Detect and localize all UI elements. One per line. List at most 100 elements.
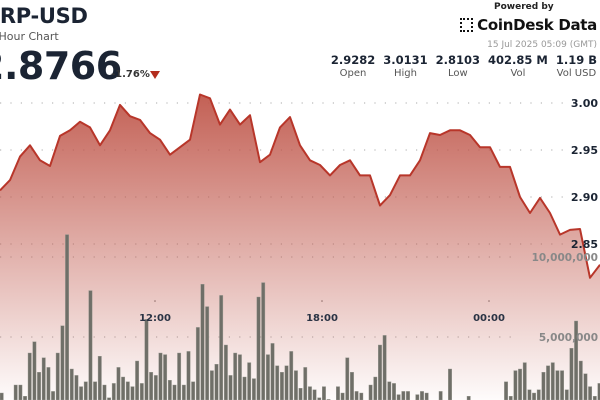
volume-bar — [116, 367, 121, 400]
volume-bar — [270, 343, 275, 400]
stat-value: 2.9282 — [330, 53, 376, 67]
volume-bar — [424, 392, 429, 400]
volume-bar — [303, 367, 308, 400]
volume-bar — [144, 319, 149, 400]
volume-bar — [340, 392, 345, 400]
volume-bar — [401, 391, 406, 400]
stats-row: 2.9282 Open 3.0131 High 2.8103 Low 402.8… — [331, 53, 597, 79]
volume-bar — [578, 360, 583, 400]
volume-bar — [261, 282, 266, 400]
volume-bar — [569, 348, 574, 400]
volume-bar — [308, 386, 312, 400]
volume-bar — [583, 373, 588, 400]
coindesk-logo-icon — [460, 18, 474, 32]
volume-bar — [550, 362, 555, 400]
volume-bar — [546, 365, 550, 400]
volume-bar — [396, 394, 401, 400]
stat-low: 2.8103 Low — [436, 53, 480, 79]
volume-bar — [354, 391, 359, 400]
volume-bar — [275, 365, 280, 400]
volume-bar — [41, 357, 46, 400]
volume-bar — [23, 396, 27, 400]
volume-bar — [46, 367, 51, 400]
stat-value: 1.19 B — [555, 53, 597, 67]
volume-bar — [560, 370, 565, 400]
volume-bar — [592, 396, 597, 400]
volume-bar — [350, 372, 354, 400]
volume-bar — [153, 375, 158, 400]
volume-bar — [65, 234, 69, 400]
volume-bar — [191, 381, 196, 400]
volume-bar — [541, 372, 546, 400]
volume-bar — [186, 351, 191, 400]
volume-bar — [51, 391, 55, 400]
volume-bar — [298, 388, 303, 400]
volume-bar — [574, 320, 579, 400]
volume-bar — [522, 362, 527, 400]
stat-high: 3.0131 High — [383, 53, 427, 79]
volume-bar — [322, 386, 326, 400]
brand-name: CoinDesk Data — [477, 16, 597, 34]
volume-bar — [149, 372, 154, 400]
volume-bar — [18, 384, 23, 400]
volume-bar — [378, 344, 382, 400]
volume-bar — [163, 354, 168, 400]
price-line — [0, 93, 600, 279]
price-tick-label: 2.85 — [571, 238, 598, 251]
stat-label: High — [393, 68, 417, 79]
volume-bar — [289, 351, 294, 400]
volume-bar — [130, 386, 135, 400]
volume-bar — [368, 384, 373, 400]
volume-bar — [466, 396, 471, 400]
volume-bar — [195, 327, 200, 400]
stat-vol-usd: 1.19 B Vol USD — [556, 53, 597, 79]
volume-bar — [532, 392, 536, 400]
price-tick-label: 3.00 — [571, 97, 598, 110]
volume-bar — [125, 381, 130, 400]
volume-bar — [251, 378, 256, 400]
volume-bar — [233, 352, 238, 400]
volume-bar — [345, 357, 350, 400]
volume-bar — [135, 360, 140, 400]
volume-bar — [588, 386, 593, 400]
volume-bar — [209, 370, 214, 400]
volume-bar — [97, 356, 102, 400]
stat-value: 3.0131 — [383, 53, 428, 67]
volume-bar — [83, 381, 88, 400]
volume-bar — [79, 386, 83, 400]
volume-bar — [228, 375, 233, 400]
volume-bar — [392, 383, 396, 400]
volume-bar — [513, 370, 518, 400]
price-area — [0, 94, 600, 400]
timestamp: 15 Jul 2025 05:09 (GMT) — [487, 40, 597, 50]
volume-bar — [415, 394, 420, 400]
volume-bar — [13, 384, 18, 400]
volume-bar — [102, 384, 107, 400]
volume-bar — [111, 383, 116, 400]
volume-bar — [564, 389, 569, 400]
time-tick-label: 12:00 — [139, 313, 171, 324]
volume-bar — [69, 368, 74, 400]
volume-bar — [420, 391, 424, 400]
volume-bar — [406, 391, 410, 400]
chart-title: XRP-USD — [0, 4, 88, 28]
volume-bar — [219, 295, 224, 400]
price-tick-label: 2.95 — [571, 144, 598, 157]
price-tick-label: 2.90 — [571, 191, 598, 204]
volume-bar — [55, 352, 60, 400]
current-price: 2.8766 — [0, 44, 122, 88]
volume-bar — [177, 352, 182, 400]
volume-bar — [247, 362, 252, 400]
stat-label: Low — [447, 68, 468, 79]
volume-bar — [280, 372, 284, 400]
time-tick-label: 00:00 — [473, 313, 505, 324]
time-tick-label: 18:00 — [306, 313, 338, 324]
volume-bar — [27, 352, 32, 400]
volume-bar — [242, 376, 247, 400]
stat-label: Open — [339, 68, 367, 79]
volume-bar — [312, 389, 317, 400]
volume-bar — [336, 386, 340, 400]
brand-logo: CoinDesk Data — [460, 16, 597, 34]
volume-bar — [438, 391, 443, 400]
